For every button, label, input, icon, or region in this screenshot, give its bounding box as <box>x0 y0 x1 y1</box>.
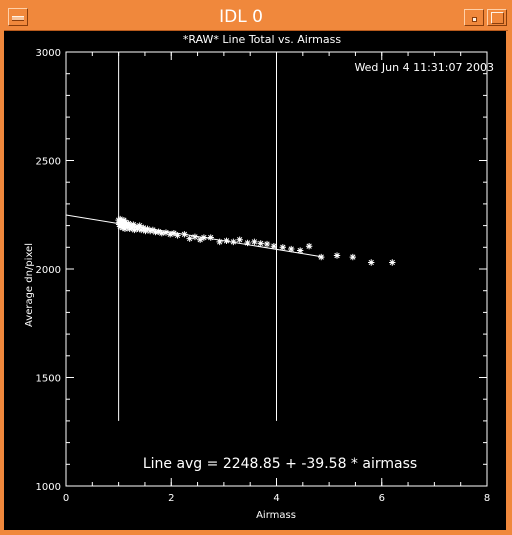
y-axis-label: Average dn/pixel <box>24 243 35 327</box>
data-point <box>318 253 325 261</box>
data-point <box>122 219 129 226</box>
y-tick-label: 2500 <box>36 157 61 168</box>
data-point <box>130 221 137 228</box>
x-tick-label: 2 <box>168 493 174 504</box>
data-point <box>127 222 134 229</box>
data-point <box>236 236 243 243</box>
data-point <box>162 229 170 236</box>
data-point <box>134 225 141 233</box>
data-point <box>279 244 287 251</box>
airmass-chart: *RAW* Line Total vs. Airmass Wed Jun 4 1… <box>24 33 494 521</box>
y-tick-label: 3000 <box>36 48 61 59</box>
data-point <box>263 240 271 248</box>
data-point <box>144 225 151 233</box>
data-point <box>230 238 237 246</box>
window-menu-button[interactable] <box>8 8 28 26</box>
data-point <box>288 245 295 253</box>
title-bar[interactable]: IDL 0 <box>4 4 508 31</box>
chart-timestamp: Wed Jun 4 11:31:07 2003 <box>354 61 494 74</box>
data-point <box>333 252 341 259</box>
data-point <box>121 225 129 233</box>
data-point <box>368 259 375 266</box>
y-tick-label: 1500 <box>36 374 61 385</box>
x-axis-label: Airmass <box>256 510 296 521</box>
data-point <box>223 237 230 244</box>
data-point <box>123 221 130 228</box>
data-point <box>131 226 138 234</box>
minimize-icon <box>472 17 477 22</box>
data-point <box>128 224 135 231</box>
minimize-button[interactable] <box>464 9 484 26</box>
data-point <box>186 235 193 242</box>
data-point <box>136 222 143 229</box>
x-tick-label: 4 <box>273 493 279 504</box>
data-point <box>147 227 154 235</box>
data-point <box>149 226 157 234</box>
data-point <box>191 233 199 241</box>
x-tick-label: 0 <box>63 493 69 504</box>
x-tick-label: 8 <box>484 493 490 504</box>
plot-canvas: *RAW* Line Total vs. Airmass Wed Jun 4 1… <box>4 31 506 530</box>
y-tick-label: 2000 <box>36 265 61 276</box>
data-point <box>174 232 181 239</box>
data-point <box>207 234 214 241</box>
fit-annotation: Line avg = 2248.85 + -39.58 * airmass <box>143 456 417 472</box>
data-point <box>166 231 174 238</box>
data-point <box>140 224 147 231</box>
data-point <box>349 253 357 261</box>
data-point <box>305 243 313 250</box>
data-point <box>216 238 223 246</box>
data-point <box>257 240 264 247</box>
data-point <box>244 239 251 247</box>
data-point <box>126 225 133 233</box>
data-point <box>155 228 162 235</box>
data-point <box>121 222 128 229</box>
window-menu-icon <box>12 16 24 21</box>
maximize-icon <box>491 12 504 24</box>
data-point <box>389 259 396 266</box>
data-point <box>200 234 208 241</box>
data-point <box>196 236 204 243</box>
data-point <box>296 247 304 254</box>
window-title: IDL 0 <box>219 7 263 27</box>
data-point <box>117 215 124 223</box>
data-point <box>120 220 127 227</box>
data-point <box>170 229 178 237</box>
chart-title: *RAW* Line Total vs. Airmass <box>183 33 341 46</box>
data-point <box>270 243 278 250</box>
data-point <box>158 229 165 237</box>
data-point <box>251 238 258 246</box>
data-point <box>181 231 188 238</box>
x-tick-label: 6 <box>379 493 385 504</box>
maximize-button[interactable] <box>487 9 507 26</box>
y-tick-label: 1000 <box>36 482 61 493</box>
